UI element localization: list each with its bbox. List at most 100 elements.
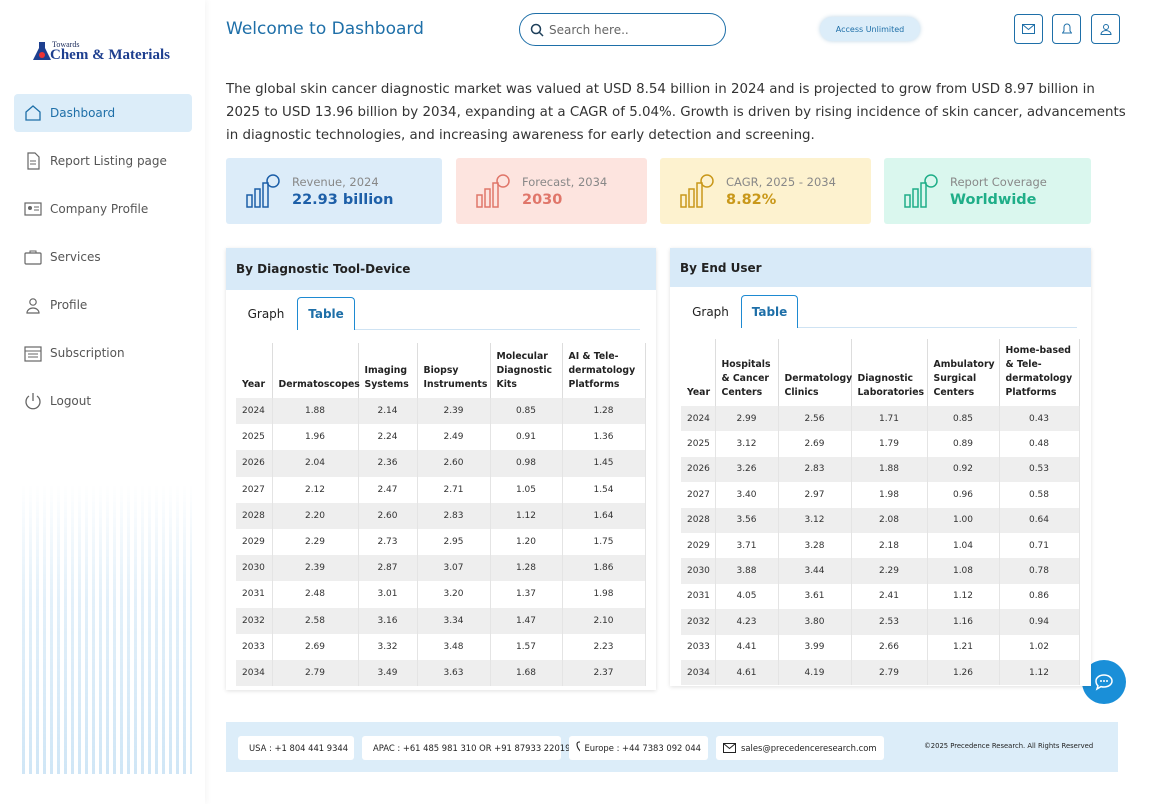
table-cell: 2.87 xyxy=(358,555,418,582)
table-cell: 2028 xyxy=(236,502,273,529)
table-cell: 1.98 xyxy=(562,581,646,608)
table-cell: 3.63 xyxy=(417,659,491,687)
contact-text: sales@precedenceresearch.com xyxy=(741,743,877,753)
table-cell: 2.56 xyxy=(778,406,852,432)
tab[interactable]: Graph xyxy=(247,306,285,321)
table-cell: 2.37 xyxy=(562,659,646,687)
table-cell: 2.60 xyxy=(417,450,491,477)
table-row: 2028 2.20 2.60 2.83 1.12 1.64 xyxy=(236,502,646,529)
stat-card: Revenue, 2024 22.93 billion xyxy=(226,158,442,224)
table-cell: 2.24 xyxy=(358,424,418,451)
table-row: 2029 3.71 3.28 2.18 1.04 0.71 xyxy=(681,532,1080,559)
search-box[interactable]: Search here.. xyxy=(519,13,726,46)
panel-title: By Diagnostic Tool-Device xyxy=(226,248,656,290)
table-cell: 1.71 xyxy=(851,406,928,432)
mail-button[interactable] xyxy=(1014,14,1043,44)
footer: USA : +1 804 441 9344 APAC : +61 485 981 … xyxy=(226,722,1118,772)
table-cell: 2.36 xyxy=(358,450,418,477)
table-row: 2024 2.99 2.56 1.71 0.85 0.43 xyxy=(681,406,1080,432)
nav-label: Company Profile xyxy=(50,202,149,216)
table-cell: 2.60 xyxy=(358,502,418,529)
bell-button[interactable] xyxy=(1052,14,1081,44)
table-cell: 0.85 xyxy=(927,406,1000,432)
nav-icon xyxy=(25,393,41,410)
nav-item[interactable]: Profile xyxy=(14,286,192,324)
copyright: ©2025 Precedence Research. All Rights Re… xyxy=(924,742,1094,750)
table-cell: 1.28 xyxy=(490,555,563,582)
table-cell: 2.14 xyxy=(358,398,418,425)
table-row: 2031 2.48 3.01 3.20 1.37 1.98 xyxy=(236,581,646,608)
table-cell: 2.41 xyxy=(851,583,928,610)
nav-label: Dashboard xyxy=(50,106,116,120)
table-cell: 1.64 xyxy=(562,502,646,529)
table-cell: 0.78 xyxy=(999,558,1080,584)
stat-text: CAGR, 2025 - 2034 8.82% xyxy=(726,175,836,208)
table-cell: 0.92 xyxy=(927,456,1000,483)
table-cell: 2025 xyxy=(236,424,273,451)
stat-text: Revenue, 2024 22.93 billion xyxy=(292,175,393,208)
table-cell: 1.08 xyxy=(927,558,1000,584)
description: The global skin cancer diagnostic market… xyxy=(226,82,1126,143)
table-cell: 2.29 xyxy=(851,558,928,584)
table-cell: 2024 xyxy=(681,406,716,432)
table-cell: 1.96 xyxy=(272,424,359,451)
nav-item[interactable]: Company Profile xyxy=(14,190,192,228)
search-icon xyxy=(530,23,544,37)
stat-label: Report Coverage xyxy=(950,174,1047,189)
user-button[interactable] xyxy=(1091,14,1120,44)
nav-label: Services xyxy=(50,250,101,264)
table-cell: 3.32 xyxy=(358,633,418,660)
table-cell: 2.47 xyxy=(358,476,418,503)
table-row: 2030 3.88 3.44 2.29 1.08 0.78 xyxy=(681,558,1080,584)
table-cell: 2.12 xyxy=(272,476,359,503)
nav-label: Profile xyxy=(50,298,88,312)
table-cell: 2.95 xyxy=(417,528,491,556)
tab[interactable]: Table xyxy=(741,295,798,328)
tab[interactable]: Table xyxy=(297,297,355,330)
nav-item[interactable]: Subscription xyxy=(14,334,192,372)
column-header: Ambulatory Surgical Centers xyxy=(927,339,1000,406)
table-cell: 2.71 xyxy=(417,476,491,503)
access-button[interactable]: Access Unlimited xyxy=(820,17,920,41)
table-cell: 0.91 xyxy=(490,424,563,451)
table-cell: 2.48 xyxy=(272,581,359,608)
table-cell: 2.04 xyxy=(272,450,359,477)
table-cell: 2033 xyxy=(681,634,716,660)
table-cell: 0.48 xyxy=(999,431,1080,457)
table-cell: 2030 xyxy=(681,558,716,584)
table-row: 2033 2.69 3.32 3.48 1.57 2.23 xyxy=(236,633,646,660)
table-cell: 3.80 xyxy=(778,609,852,635)
table-cell: 1.68 xyxy=(490,659,563,687)
table-cell: 1.28 xyxy=(562,398,646,425)
table-cell: 2.10 xyxy=(562,607,646,634)
tab[interactable]: Graph xyxy=(692,304,729,319)
table-cell: 2025 xyxy=(681,431,716,457)
table-cell: 2034 xyxy=(236,659,273,687)
table-cell: 0.53 xyxy=(999,456,1080,483)
nav-item[interactable]: Dashboard xyxy=(14,94,192,132)
table-cell: 1.16 xyxy=(927,609,1000,635)
data-table: Year Dermatoscopes Imaging Systems Biopsy I… xyxy=(236,343,646,687)
table-cell: 2.99 xyxy=(715,406,779,432)
table-head: Year Dermatoscopes Imaging Systems Biopsy I… xyxy=(236,343,646,398)
table-cell: 0.89 xyxy=(927,431,1000,457)
table-row: 2026 2.04 2.36 2.60 0.98 1.45 xyxy=(236,450,646,477)
table-row: 2030 2.39 2.87 3.07 1.28 1.86 xyxy=(236,555,646,582)
table-cell: 3.26 xyxy=(715,456,779,483)
nav-item[interactable]: Logout xyxy=(14,382,192,420)
nav-item[interactable]: Report Listing page xyxy=(14,142,192,180)
table-cell: 1.54 xyxy=(562,476,646,503)
table-row: 2025 3.12 2.69 1.79 0.89 0.48 xyxy=(681,431,1080,457)
table-body: 2024 2.99 2.56 1.71 0.85 0.43 2025 3.12 2.69 1.79… xyxy=(681,406,1080,686)
table-row: 2029 2.29 2.73 2.95 1.20 1.75 xyxy=(236,528,646,556)
stat-label: Forecast, 2034 xyxy=(522,174,608,189)
nav-item[interactable]: Services xyxy=(14,238,192,276)
table-row: 2024 1.88 2.14 2.39 0.85 1.28 xyxy=(236,398,646,425)
nav-icon xyxy=(26,298,40,314)
table-cell: 3.71 xyxy=(715,532,779,559)
table-cell: 1.86 xyxy=(562,555,646,582)
table-cell: 2.08 xyxy=(851,507,928,533)
nav-label: Subscription xyxy=(50,346,125,360)
stat-text: Forecast, 2034 2030 xyxy=(522,175,607,208)
table-cell: 3.40 xyxy=(715,482,779,508)
